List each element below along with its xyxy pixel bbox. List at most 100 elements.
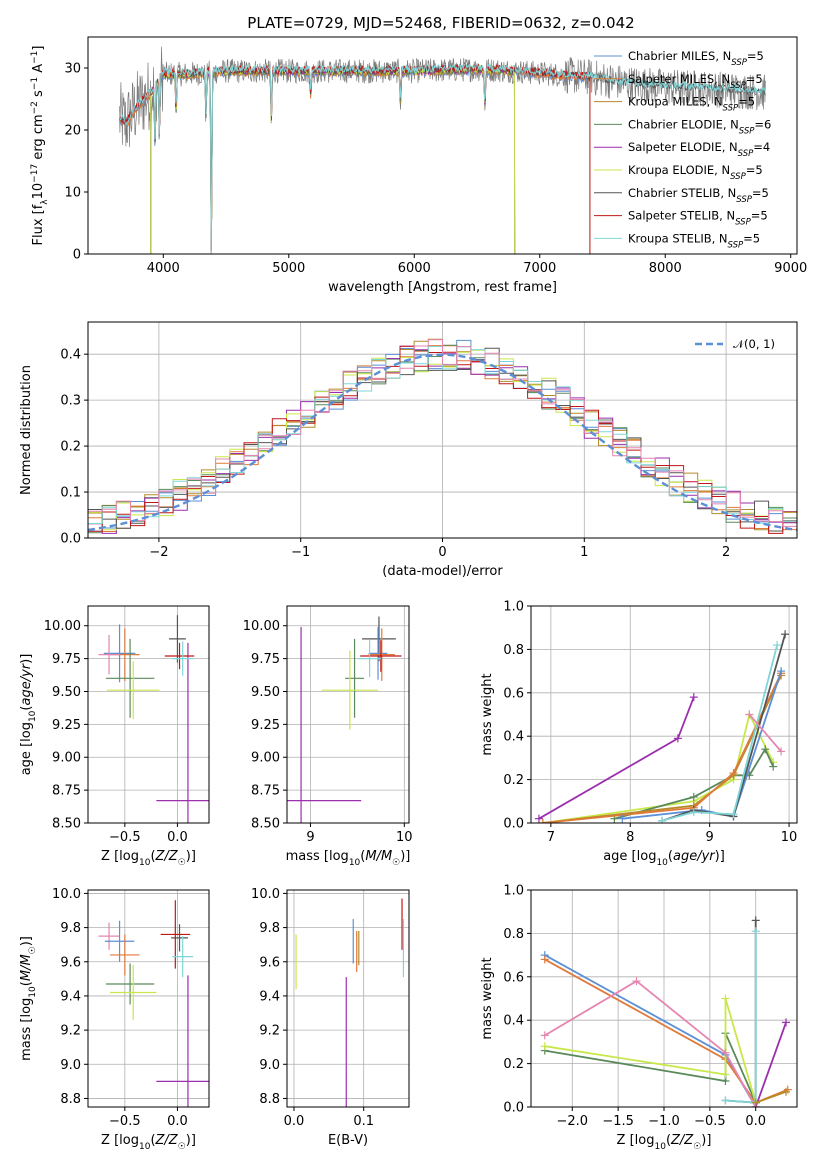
x-axis-label: E(B-V): [328, 1133, 368, 1148]
massweight-vs-Z-panel: −2.0 −1.5 −1.0 −0.5 0.0 0.0 0.2 0.4 0.6 0.8 1.0 Z […: [480, 884, 797, 1153]
y-tick-label: 0.6: [503, 686, 524, 701]
x-tick-label: 10: [396, 830, 413, 845]
errorbar-point: [369, 627, 388, 680]
plus-marker: [782, 1018, 790, 1026]
x-tick-label: 0.0: [167, 1114, 188, 1129]
y-tick-label: 9.0: [259, 1058, 280, 1073]
y-tick-label: 8.75: [52, 784, 81, 799]
plus-marker: [690, 808, 698, 816]
y-tick-label: 0.8: [503, 927, 524, 942]
y-axis-label: mass weight: [480, 957, 495, 1039]
mass-weight-line: [545, 1033, 756, 1103]
errorbar-point: [106, 639, 154, 718]
y-tick-label: 9.4: [60, 989, 81, 1004]
model-spectrum-salpeter-stelib: [119, 65, 590, 255]
errorbar-point: [369, 628, 395, 681]
mass-vs-EBV-panel: 0.0 0.18.89.09.29.49.69.810.0E(B-V): [251, 887, 409, 1148]
errorbar-point: [99, 922, 120, 949]
y-tick-label: 9.00: [52, 751, 81, 766]
plus-marker: [541, 1031, 549, 1039]
x-tick-label: −0.5: [109, 1114, 141, 1129]
y-tick-label: 0.2: [503, 1057, 524, 1072]
y-tick-label: 20: [64, 124, 81, 139]
figure-title: PLATE=0729, MJD=52468, FIBERID=0632, z=0…: [247, 14, 634, 32]
mass-weight-line: [545, 981, 756, 1107]
errorbar-point: [360, 640, 401, 672]
legend-entry: Chabrier STELIB, NSSP=5: [628, 186, 769, 205]
massweight-vs-age-panel: 7 8 9 10 0.0 0.2 0.4 0.6 0.8 1.0 age [log10(age/yr…: [480, 600, 797, 869]
y-tick-label: 9.50: [251, 685, 280, 700]
y-tick-label: 0.2: [503, 773, 524, 788]
age-vs-Z-panel: −0.5 0.0 8.50 8.75 9.00 9.25 9.50 9.75 10.00 Z [l…: [19, 606, 220, 958]
y-tick-label: 30: [64, 62, 81, 77]
x-tick-label: −1.0: [648, 1114, 680, 1129]
y-tick-label: 0.4: [60, 348, 81, 363]
x-axis-label: Z [log10(Z/Z☉)]: [617, 1133, 712, 1152]
y-tick-label: 1.0: [503, 600, 524, 615]
y-tick-label: 10.0: [52, 887, 81, 902]
y-tick-label: 0.4: [503, 730, 524, 745]
legend-entry: Kroupa ELODIE, NSSP=5: [628, 163, 763, 182]
y-tick-label: 10: [64, 186, 81, 201]
massweight-vs-Z-plot-area: [541, 916, 792, 1111]
errorbar-point: [345, 639, 364, 718]
y-tick-label: 9.6: [259, 955, 280, 970]
x-tick-label: 9: [306, 830, 314, 845]
y-tick-label: 0.4: [503, 1014, 524, 1029]
errorbar-point: [106, 963, 154, 1004]
plus-marker: [729, 810, 737, 818]
mass-vs-EBV-plot-area: [296, 899, 403, 1125]
legend-entry: Chabrier ELODIE, NSSP=6: [628, 117, 771, 136]
y-tick-label: 0.0: [503, 817, 524, 832]
legend-entry: 𝒩(0, 1): [733, 337, 775, 351]
y-tick-label: 0.8: [503, 643, 524, 658]
residuals-panel: −2 −1 0 1 20.00.10.20.30.4(data-model)/error…: [19, 322, 797, 579]
y-tick-label: 0.3: [60, 394, 81, 409]
plus-marker: [752, 916, 760, 924]
mass-vs-Z-plot-area: [99, 900, 220, 1170]
legend-entry: Salpeter STELIB, NSSP=5: [628, 209, 768, 228]
x-tick-label: 6000: [398, 261, 431, 276]
x-tick-label: −2: [149, 545, 168, 560]
x-axis-label: age [log10(age/yr)]: [603, 849, 725, 868]
errorbar-point: [110, 934, 139, 975]
x-axis-label: (data-model)/error: [382, 564, 503, 579]
y-tick-label: 8.50: [52, 817, 81, 832]
y-axis-label: Normed distribution: [19, 365, 34, 495]
errorbar-point: [107, 661, 160, 719]
model-spectrum-chabrier-miles: [119, 68, 590, 254]
y-tick-label: 10.00: [44, 619, 81, 634]
y-tick-label: 10.0: [251, 887, 280, 902]
y-tick-label: 9.75: [52, 652, 81, 667]
mass-weight-line: [662, 634, 785, 821]
x-tick-label: 2: [722, 545, 730, 560]
plus-marker: [721, 1070, 729, 1078]
y-tick-label: 9.25: [52, 718, 81, 733]
x-tick-label: 4000: [147, 261, 180, 276]
y-tick-label: 9.4: [259, 989, 280, 1004]
y-tick-label: 0.0: [60, 532, 81, 547]
mass-weight-line: [539, 697, 694, 819]
legend-entry: Chabrier MILES, NSSP=5: [628, 49, 764, 68]
x-tick-label: −1.5: [602, 1114, 634, 1129]
x-tick-label: −1: [291, 545, 310, 560]
x-tick-label: 9000: [774, 261, 807, 276]
x-tick-label: 10: [781, 830, 798, 845]
y-tick-label: 9.0: [60, 1058, 81, 1073]
plus-marker: [721, 995, 729, 1003]
y-tick-label: 9.50: [52, 685, 81, 700]
x-axis-label: Z [log10(Z/Z☉)]: [101, 849, 196, 868]
plus-marker: [674, 734, 682, 742]
spectrum-legend: Chabrier MILES, NSSP=5Salpeter MILES, NS…: [594, 49, 771, 250]
y-tick-label: 0.0: [503, 1101, 524, 1116]
x-tick-label: 9: [706, 830, 714, 845]
x-tick-label: 0.0: [284, 1114, 305, 1129]
y-axis-label: age [log10(age/yr)]: [19, 654, 38, 776]
y-tick-label: 8.8: [259, 1092, 280, 1107]
plus-marker: [773, 641, 781, 649]
axes-frame: [88, 890, 209, 1107]
legend-entry: Kroupa STELIB, NSSP=5: [628, 231, 760, 250]
x-tick-label: 0: [438, 545, 446, 560]
age-vs-mass-panel: 9 108.508.759.009.259.509.7510.00mass [lo…: [241, 606, 413, 974]
axes-frame: [287, 890, 409, 1107]
